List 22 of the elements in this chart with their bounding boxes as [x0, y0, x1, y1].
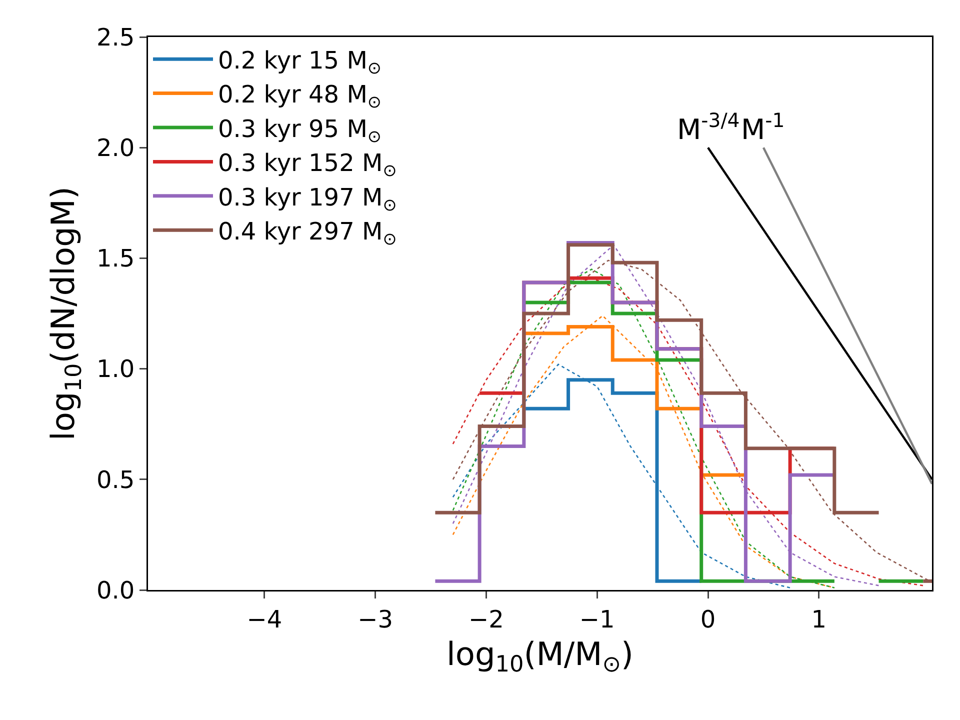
- y-tick-label: 2.5: [96, 23, 135, 52]
- y-tick-label: 0.0: [96, 576, 135, 604]
- legend-label: 0.3 kyr 197 M$_{⊙}$: [218, 183, 397, 214]
- y-tick-label: 1.5: [96, 244, 135, 273]
- legend-label: 0.3 kyr 152 M$_{⊙}$: [218, 149, 397, 180]
- x-tick-label: −2: [468, 605, 504, 634]
- x-tick-label: 0: [700, 605, 716, 634]
- y-tick-label: 1.0: [96, 355, 135, 384]
- x-axis-title: log$_{10}$(M/M$_{⊙}$): [446, 634, 634, 678]
- line-series: [452, 364, 791, 588]
- legend-label: 0.3 kyr 95 M$_{⊙}$: [218, 114, 382, 146]
- annotation: M$^{-3/4}$: [677, 109, 740, 146]
- y-tick-label: 0.5: [96, 466, 135, 494]
- x-tick-label: −3: [358, 605, 394, 634]
- annotation: M$^{-1}$: [741, 109, 785, 146]
- legend-label: 0.2 kyr 15 M$_{⊙}$: [218, 46, 382, 78]
- x-tick-label: −4: [246, 605, 282, 634]
- legend-label: 0.4 kyr 297 M$_{⊙}$: [218, 217, 397, 248]
- legend-label: 0.2 kyr 48 M$_{⊙}$: [218, 80, 382, 112]
- y-tick-label: 2.0: [96, 134, 135, 162]
- x-tick-label: 1: [811, 605, 827, 634]
- x-tick-label: −1: [579, 605, 615, 634]
